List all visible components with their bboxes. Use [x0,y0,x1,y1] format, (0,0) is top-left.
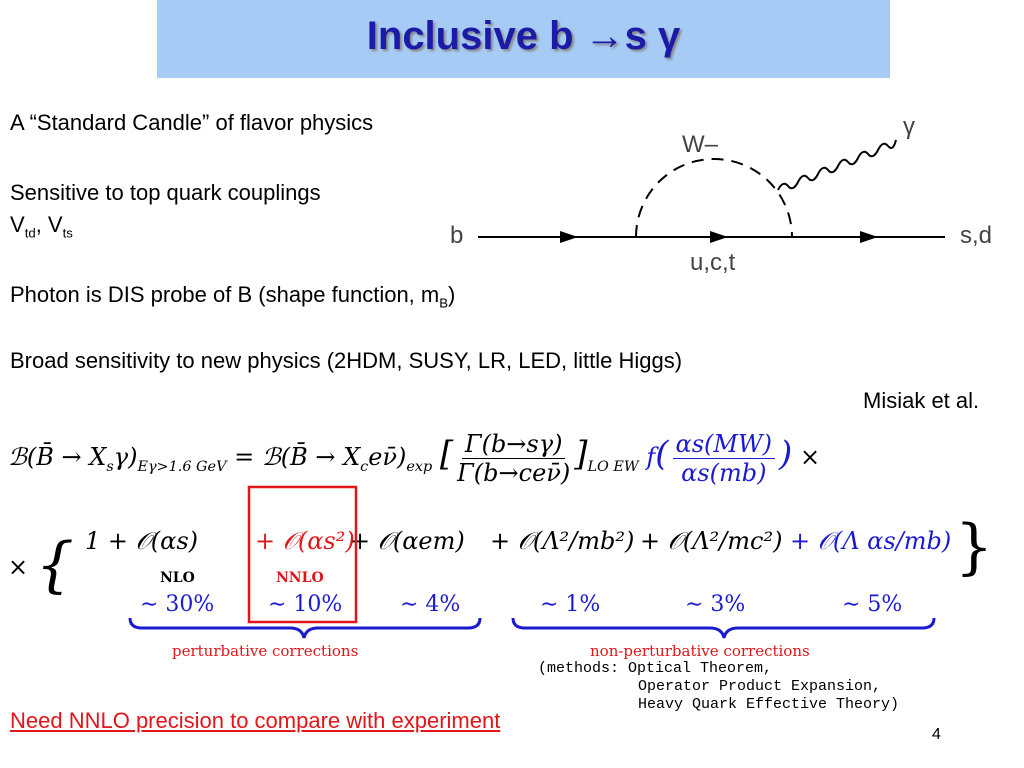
text: V [10,212,25,237]
percentage: ∼ 30% [140,592,215,617]
brace-label: perturbative corrections [172,642,359,660]
subscript: ts [62,225,73,241]
math: f [646,443,656,471]
math: γ) [113,443,138,471]
text: Photon is DIS probe of B (shape function… [10,282,440,307]
percentage: ∼ 3% [685,592,746,617]
arrows [560,231,878,243]
subscript: Eγ>1.6 GeV [137,458,227,475]
title-bar [157,0,890,78]
math: + 𝒪(αs²) [255,527,355,555]
order-label: NNLO [276,570,324,586]
feynman-diagram: W– γ b s,d u,c,t [450,113,992,276]
annotations [128,485,936,639]
bullet: A “Standard Candle” of flavor physics [10,110,374,135]
photon-line [777,139,897,191]
math: αs(MW) [672,430,776,459]
label: γ [903,113,915,140]
percentage: ∼ 1% [540,592,601,617]
math: Γ(b→ceν̄) [457,459,571,487]
title: Inclusive b →s γ [366,14,681,58]
math: × { [8,530,74,600]
subscript: td [24,225,36,241]
subscript: exp [406,458,433,475]
label: b [450,222,463,249]
brace: } [955,512,994,582]
label: s,d [960,222,992,249]
brace [511,617,936,639]
bullet: Broad sensitivity to new physics (2HDM, … [10,348,683,373]
math: × [799,443,821,471]
percentage: ∼ 5% [842,592,903,617]
math: 1 + 𝒪(αs) [85,527,199,555]
fraction: Γ(b→sγ) Γ(b→ceν̄) [457,430,570,487]
formula-line: ℬ(B̄ → Xsγ)Eγ>1.6 GeV = ℬ(B̄ → Xceν̄)exp… [8,430,821,487]
math: = ℬ(B̄ → X [226,443,361,471]
text: ) [448,282,456,307]
brace [128,617,482,639]
note: Operator Product Expansion, [638,678,882,695]
note: (methods: Optical Theorem, [538,660,773,677]
subscript: B [439,295,449,311]
percentage: ∼ 10% [268,592,343,617]
math: + 𝒪(αem) [350,527,465,555]
citation: Misiak et al. [863,388,980,413]
bullet: Sensitive to top quark couplings [10,180,321,205]
math: eν̄) [368,443,407,471]
math: × [8,553,29,581]
subscript: LO EW [587,458,639,475]
subscript: s [106,458,114,475]
label: u,c,t [690,249,736,276]
note: Heavy Quark Effective Theory) [638,696,900,713]
highlight-box [247,485,358,624]
math: αs(mb) [681,459,767,487]
percentage: ∼ 4% [400,592,461,617]
brace-label: non-perturbative corrections [590,642,810,660]
bullet: Vtd, Vts [10,212,73,240]
math: + 𝒪(Λ²/mb²) [490,527,635,555]
subscript: c [360,458,369,475]
math: ℬ(B̄ → X [8,443,107,471]
bullet: Photon is DIS probe of B (shape function… [10,282,455,310]
math: + 𝒪(Λ²/mc²) [640,527,783,555]
order-label: NLO [160,570,195,586]
label: W– [682,131,719,158]
conclusion: Need NNLO precision to compare with expe… [10,708,501,733]
fraction: αs(MW) αs(mb) [672,430,776,487]
math: + 𝒪(Λ αs/mb) [790,527,952,555]
math: Γ(b→sγ) [461,430,566,459]
page-number: 4 [932,726,941,743]
text: , V [35,212,63,237]
w-propagator [635,158,793,238]
